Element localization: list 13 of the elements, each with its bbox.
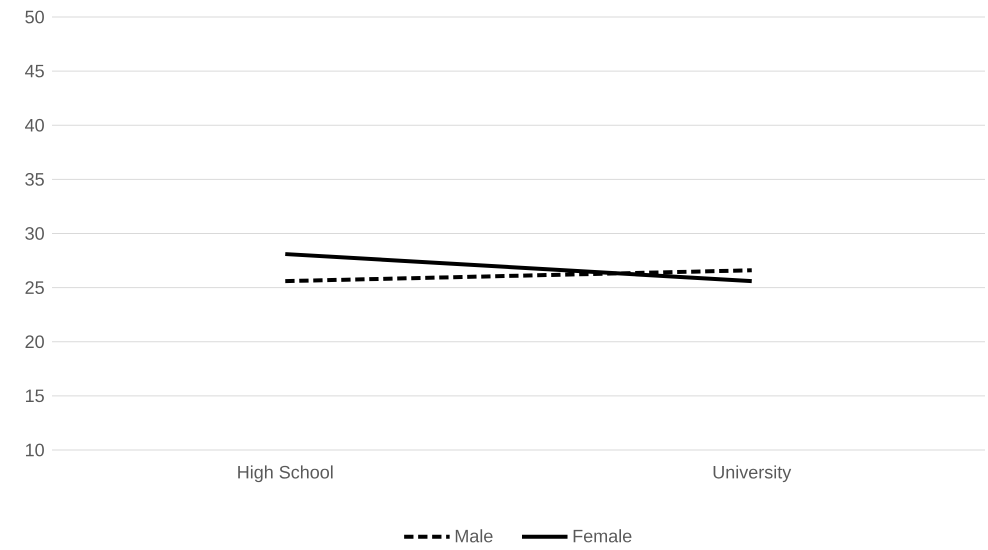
y-tick-label: 10 xyxy=(26,444,44,457)
x-tick-label: University xyxy=(714,466,792,482)
x-tick-label: High School xyxy=(238,466,333,482)
y-tick-label: 45 xyxy=(25,65,44,78)
legend-label: Male xyxy=(456,529,493,543)
y-tick-label: 15 xyxy=(26,390,44,402)
y-tick-label: 30 xyxy=(25,227,44,240)
y-tick-label: 25 xyxy=(26,281,44,294)
y-tick-label: 35 xyxy=(25,173,44,186)
legend-label: Female xyxy=(574,529,632,543)
y-tick-label: 50 xyxy=(25,10,44,24)
y-tick-label: 40 xyxy=(25,119,44,132)
y-tick-label: 20 xyxy=(26,336,44,348)
